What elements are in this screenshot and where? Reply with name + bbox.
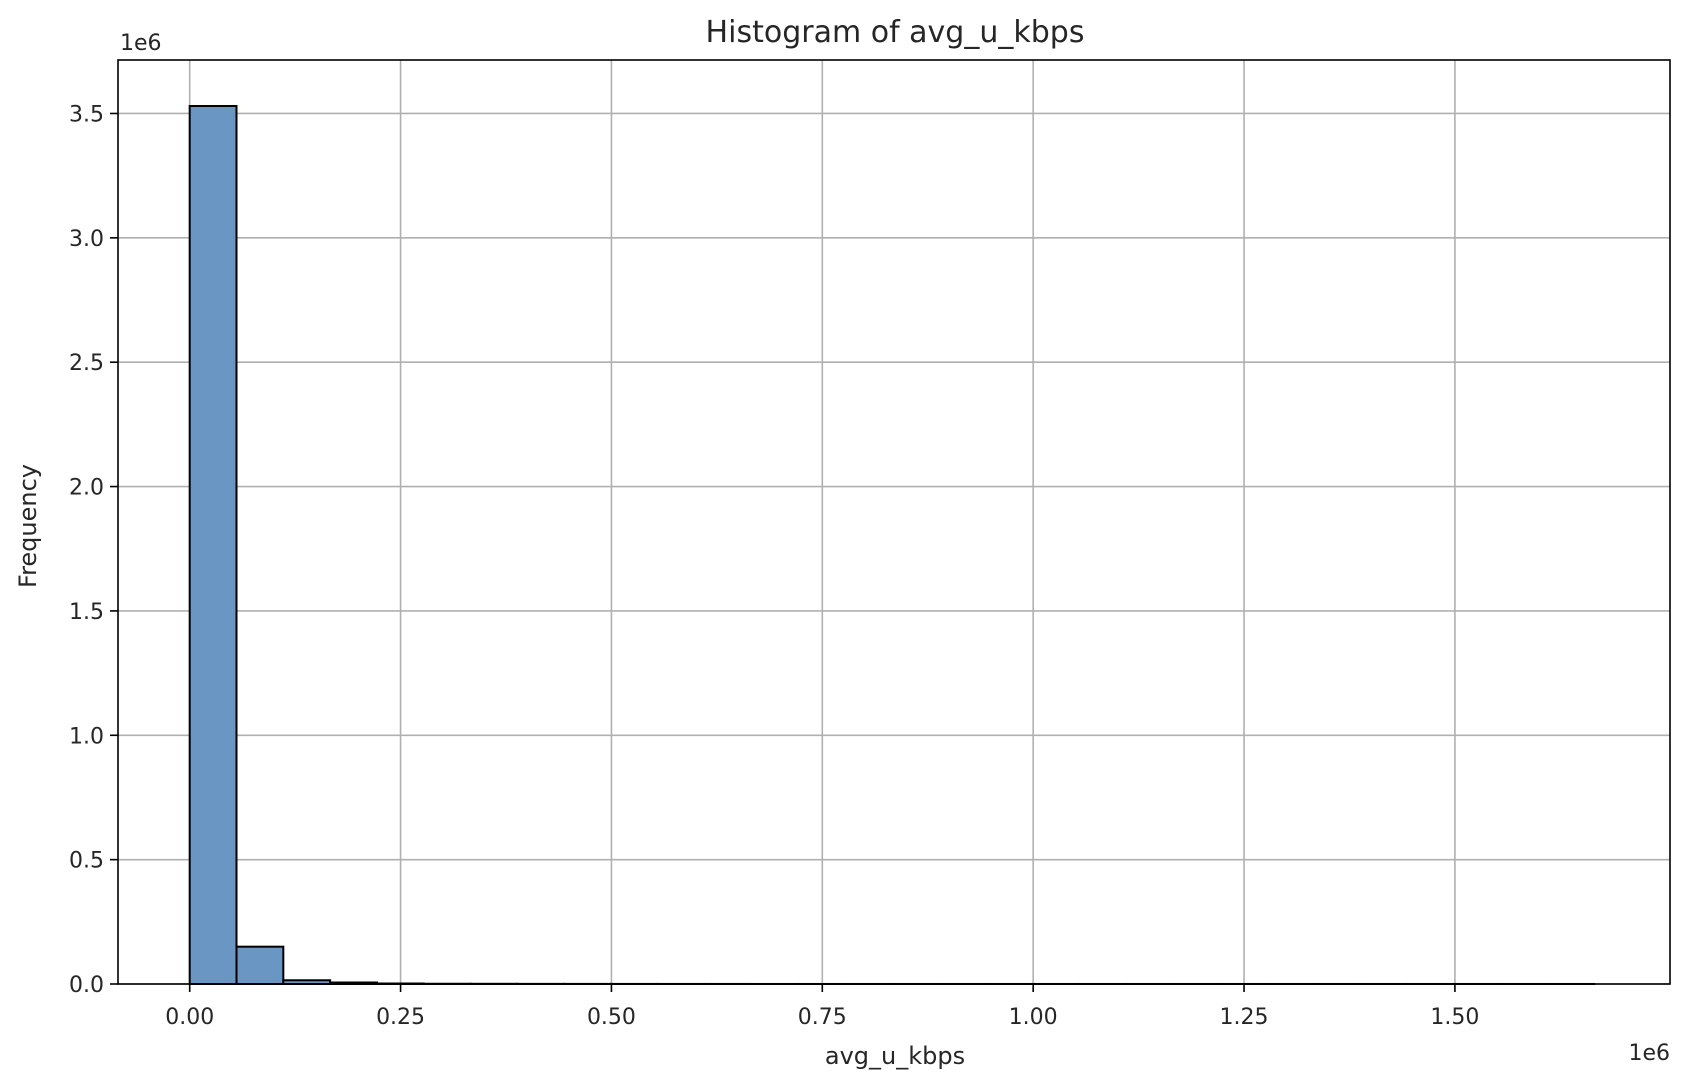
plot-frame [118,60,1670,984]
axis-ticks: 0.00 0.25 0.50 0.75 1.00 1.25 1.50 0.0 0.5 1.0 1.5… [69,102,1479,1030]
y-axis-label: Frequency [14,464,42,588]
x-tick-label: 0.25 [376,1005,425,1030]
y-tick-label: 1.5 [69,600,104,625]
x-tick-label: 0.50 [587,1005,636,1030]
x-tick-label: 1.50 [1430,1005,1479,1030]
x-tick-label: 1.00 [1009,1005,1058,1030]
chart-title: Histogram of avg_u_kbps [706,15,1085,50]
histogram-bar [190,106,237,984]
x-tick-label: 1.25 [1220,1005,1269,1030]
y-tick-label: 3.0 [69,227,104,252]
y-axis-multiplier: 1e6 [120,31,162,56]
grid-lines [118,60,1670,984]
y-tick-label: 1.0 [69,724,104,749]
x-tick-label: 0.00 [165,1005,214,1030]
y-tick-label: 3.5 [69,102,104,127]
histogram-bar [237,947,284,984]
y-tick-label: 0.0 [69,973,104,998]
x-axis-label: avg_u_kbps [825,1042,965,1070]
x-axis-multiplier: 1e6 [1628,1041,1670,1066]
y-tick-label: 2.0 [69,476,104,501]
y-tick-label: 0.5 [69,849,104,874]
x-tick-label: 0.75 [798,1005,847,1030]
y-tick-label: 2.5 [69,351,104,376]
